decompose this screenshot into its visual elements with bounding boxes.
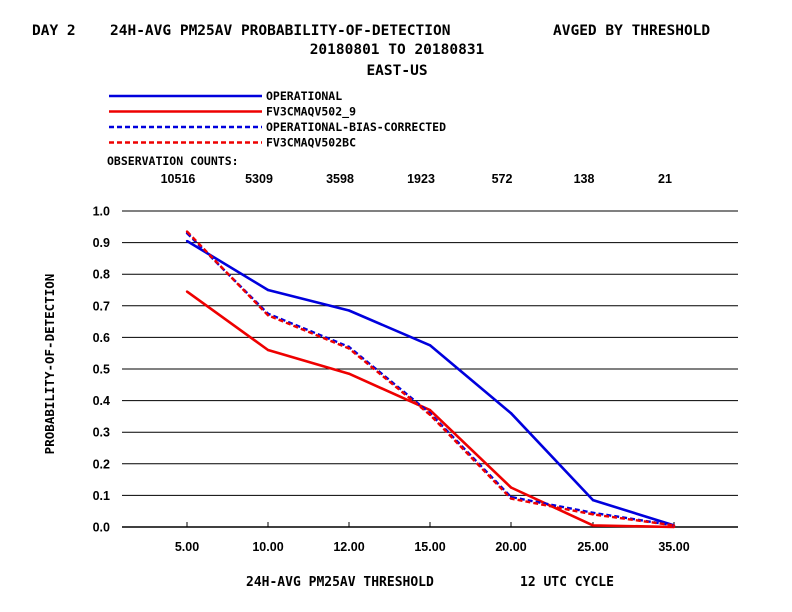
x-tick-label: 10.00 xyxy=(252,540,283,554)
observation-counts: 10516 5309 3598 1923 572 138 21 xyxy=(161,172,672,186)
data-point xyxy=(347,347,351,350)
observation-count: 10516 xyxy=(161,172,196,186)
x-tick-label: 15.00 xyxy=(414,540,445,554)
y-tick-label: 0.9 xyxy=(93,236,110,250)
y-tick-label: 0.1 xyxy=(93,489,110,503)
chart-title: 24H-AVG PM25AV PROBABILITY-OF-DETECTION xyxy=(110,23,450,39)
y-axis-label: PROBABILITY-OF-DETECTION xyxy=(42,274,57,455)
data-point xyxy=(266,314,270,317)
x-tick-label: 12.00 xyxy=(333,540,364,554)
observation-count: 21 xyxy=(658,172,672,186)
observation-count: 1923 xyxy=(407,172,435,186)
y-tick-label: 0.6 xyxy=(93,331,110,345)
y-tick-label: 0.3 xyxy=(93,426,110,440)
data-point xyxy=(591,498,595,502)
x-tick-label: 20.00 xyxy=(495,540,526,554)
data-point xyxy=(266,348,270,352)
y-tick-labels: 0.0 0.1 0.2 0.3 0.4 0.5 0.6 0.7 0.8 0.9 1.0 xyxy=(93,205,110,535)
x-axis-label: 24H-AVG PM25AV THRESHOLD xyxy=(246,575,434,590)
legend-label: OPERATIONAL-BIAS-CORRECTED xyxy=(266,120,446,134)
data-point xyxy=(347,309,351,312)
observation-count: 3598 xyxy=(326,172,354,186)
data-point xyxy=(428,413,432,417)
data-point xyxy=(347,372,351,375)
legend-label: OPERATIONAL xyxy=(266,89,342,103)
observation-count: 572 xyxy=(492,172,513,186)
y-tick-label: 0.4 xyxy=(93,394,110,408)
legend-label: FV3CMAQV502BC xyxy=(266,136,356,150)
series-line xyxy=(186,230,675,527)
series-lines xyxy=(185,230,676,529)
series-line xyxy=(186,232,675,527)
observation-counts-label: OBSERVATION COUNTS: xyxy=(107,154,239,168)
data-point xyxy=(185,290,189,293)
data-point xyxy=(266,288,270,292)
day-label: DAY 2 xyxy=(32,23,76,39)
date-range: 20180801 TO 20180831 xyxy=(310,42,485,58)
data-point xyxy=(672,524,676,527)
x-tick-labels: 5.00 10.00 12.00 15.00 20.00 25.00 35.00 xyxy=(175,522,690,554)
observation-count: 138 xyxy=(574,172,595,186)
x-tick-label: 35.00 xyxy=(658,540,689,554)
data-point xyxy=(591,513,595,516)
series-line xyxy=(186,239,675,527)
y-tick-label: 0.8 xyxy=(93,268,110,282)
data-point xyxy=(185,230,189,233)
region-label: EAST-US xyxy=(366,63,427,79)
x-tick-label: 5.00 xyxy=(175,540,199,554)
grid xyxy=(122,210,738,528)
y-tick-label: 0.0 xyxy=(93,521,110,535)
y-tick-label: 0.7 xyxy=(93,299,110,313)
x-tick-label: 25.00 xyxy=(577,540,608,554)
observation-count: 5309 xyxy=(245,172,273,186)
data-point xyxy=(428,408,432,412)
data-point xyxy=(509,486,513,489)
chart-subtitle: AVGED BY THRESHOLD xyxy=(553,23,710,39)
data-point xyxy=(428,344,432,347)
data-point xyxy=(509,412,513,415)
y-tick-label: 0.2 xyxy=(93,457,110,471)
y-tick-label: 1.0 xyxy=(93,205,110,219)
data-point xyxy=(509,497,513,500)
data-point xyxy=(185,239,189,243)
y-tick-label: 0.5 xyxy=(93,363,110,377)
x-axis-cycle-label: 12 UTC CYCLE xyxy=(520,575,614,590)
legend-label: FV3CMAQV502_9 xyxy=(266,105,356,120)
data-point xyxy=(591,524,595,527)
legend: OPERATIONAL FV3CMAQV502_9OPERATIONAL-BIAS… xyxy=(109,89,446,150)
